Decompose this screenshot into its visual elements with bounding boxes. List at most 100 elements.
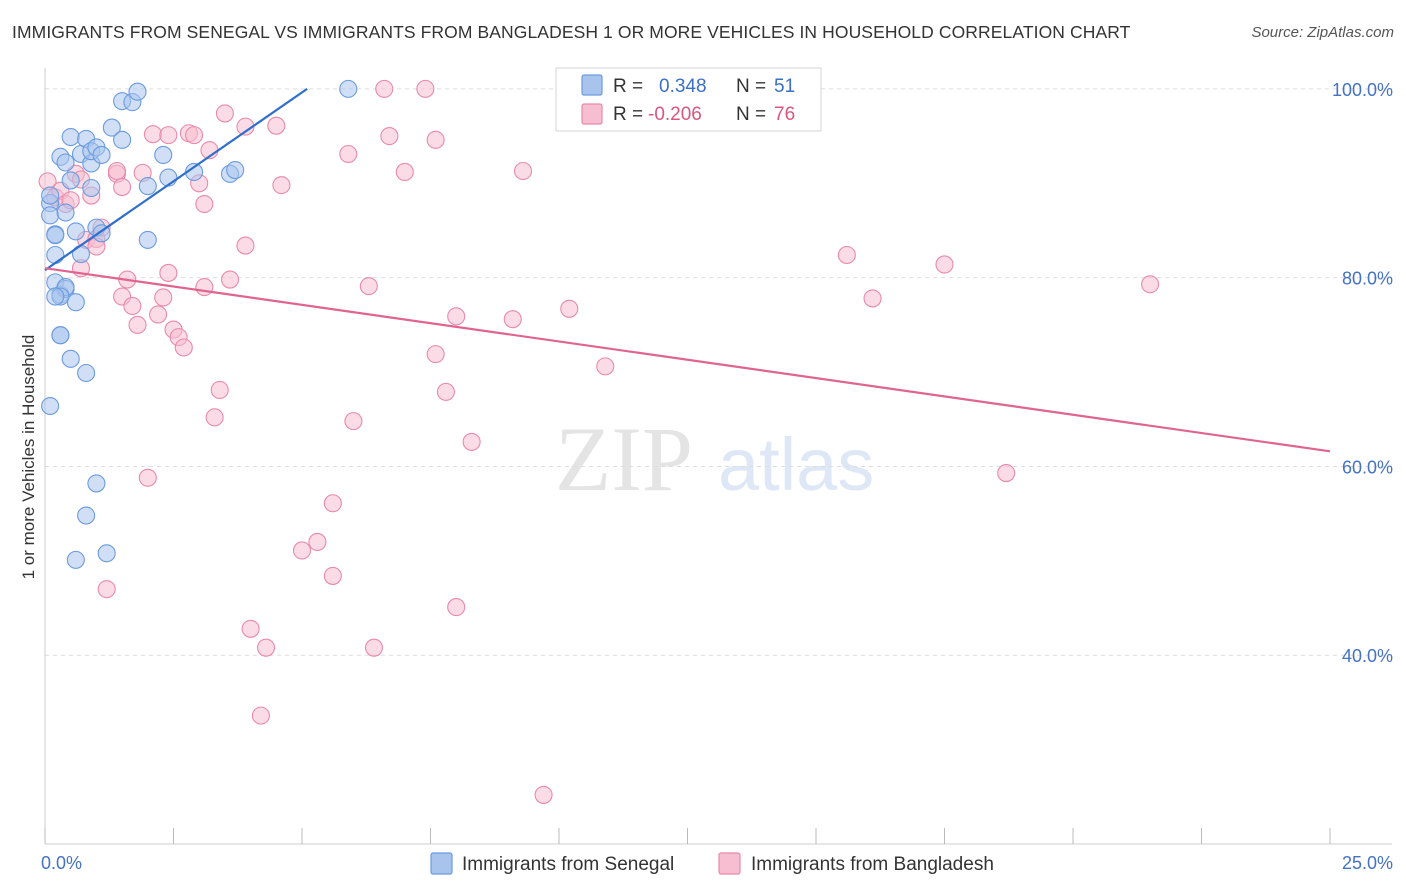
bangladesh-point-44 — [256, 638, 276, 657]
y-tick-label-1: 60.0% — [1342, 457, 1393, 477]
legend-r-label-bangladesh: R = — [613, 104, 643, 125]
bangladesh-point-29 — [174, 338, 193, 357]
bangladesh-point-73 — [997, 463, 1016, 483]
bangladesh-point-46 — [272, 176, 291, 195]
bangladesh-point-58 — [416, 79, 435, 98]
bangladesh-point-24 — [154, 288, 173, 307]
bangladesh-point-34 — [195, 194, 214, 214]
bangladesh-point-61 — [436, 382, 455, 401]
bangladesh-point-52 — [344, 412, 363, 431]
senegal-point-45 — [226, 161, 245, 180]
bangladesh-point-38 — [215, 104, 234, 123]
bangladesh-point-54 — [364, 638, 384, 657]
bangladesh-point-18 — [123, 296, 142, 316]
senegal-point-49 — [66, 550, 85, 569]
senegal-point-15 — [61, 127, 80, 147]
legend-n-value-bangladesh: 76 — [774, 104, 795, 125]
stats-legend: R = 0.348 N = 51 R = -0.206 N = 76 — [555, 67, 822, 132]
y-tick-labels: 40.0% 60.0% 80.0% 100.0% — [1332, 80, 1393, 666]
bangladesh-point-12 — [97, 580, 116, 599]
legend-swatch-bangladesh — [581, 103, 603, 125]
senegal-point-35 — [113, 130, 132, 149]
legend-n-label-senegal: N = — [736, 76, 766, 97]
bangladesh-point-41 — [236, 236, 255, 255]
senegal-point-16 — [61, 349, 80, 368]
senegal-point-17 — [61, 171, 80, 190]
bangladesh-point-25 — [159, 263, 178, 282]
bangladesh-point-69 — [596, 357, 615, 376]
senegal-point-26 — [82, 178, 101, 198]
bangladesh-point-64 — [462, 432, 481, 451]
senegal-point-50 — [46, 287, 65, 306]
watermark-atlas: atlas — [718, 423, 874, 506]
legend-swatch-senegal — [581, 74, 603, 96]
legend-n-label-bangladesh: N = — [736, 104, 766, 125]
y-axis-title: 1 or more Vehicles in Household — [19, 335, 38, 580]
senegal-point-34 — [102, 118, 121, 137]
bangladesh-point-51 — [339, 144, 358, 164]
bangladesh-point-68 — [560, 299, 579, 318]
bangladesh-point-59 — [426, 130, 445, 149]
bangladesh-point-71 — [863, 289, 882, 308]
bangladesh-point-47 — [292, 541, 312, 560]
senegal-point-46 — [339, 79, 358, 98]
bangladesh-point-66 — [513, 161, 533, 181]
bangladesh-point-70 — [837, 245, 856, 265]
bangladesh-point-19 — [128, 315, 147, 334]
senegal-point-40 — [138, 230, 157, 249]
bangladesh-point-36 — [205, 408, 224, 427]
bangladesh-point-48 — [308, 532, 327, 552]
legend-r-value-bangladesh: -0.206 — [648, 104, 702, 125]
bangladesh-point-45 — [267, 116, 286, 135]
senegal-point-23 — [77, 506, 96, 525]
trend-lines — [44, 87, 1331, 453]
senegal-point-41 — [154, 145, 173, 165]
senegal-point-18 — [66, 222, 85, 241]
bangladesh-point-53 — [359, 277, 378, 296]
senegal-point-48 — [56, 203, 75, 222]
series-legend-swatch-bangladesh — [718, 852, 741, 875]
x-tick-label-1: 25.0% — [1342, 853, 1393, 873]
senegal-point-3 — [41, 206, 60, 225]
x-tick-label-0: 0.0% — [41, 853, 82, 873]
bangladesh-point-14 — [107, 161, 127, 181]
bangladesh-point-67 — [534, 785, 553, 804]
senegal-point-14 — [56, 153, 75, 172]
bangladesh-point-60 — [426, 345, 445, 364]
bangladesh-point-21 — [138, 468, 157, 487]
senegal-point-38 — [128, 82, 147, 101]
bangladesh-trend-line — [44, 267, 1331, 453]
series-legend-label-bangladesh: Immigrants from Bangladesh — [751, 854, 994, 875]
senegal-points — [41, 79, 358, 569]
senegal-point-30 — [87, 474, 106, 493]
bangladesh-point-56 — [380, 127, 399, 146]
x-tick-labels: 0.0% 25.0% — [41, 853, 1393, 873]
bangladesh-point-23 — [149, 305, 168, 324]
y-tick-label-2: 80.0% — [1342, 269, 1393, 289]
y-tick-label-3: 100.0% — [1332, 80, 1393, 100]
gridlines — [45, 88, 1392, 656]
bangladesh-point-72 — [935, 255, 954, 274]
bangladesh-point-33 — [195, 278, 214, 297]
legend-r-label-senegal: R = — [613, 76, 643, 97]
bangladesh-point-43 — [251, 706, 270, 725]
senegal-point-6 — [46, 226, 65, 245]
senegal-point-19 — [66, 293, 85, 312]
watermark-zip: ZIP — [555, 408, 693, 510]
senegal-point-4 — [46, 245, 65, 265]
bangladesh-point-42 — [241, 619, 260, 638]
chart-title: IMMIGRANTS FROM SENEGAL VS IMMIGRANTS FR… — [12, 22, 1131, 42]
bangladesh-point-65 — [503, 310, 522, 329]
watermark: ZIP atlas — [555, 408, 874, 510]
series-legend-swatch-senegal — [430, 852, 453, 875]
senegal-trend-line — [44, 87, 308, 272]
bangladesh-point-31 — [185, 126, 204, 145]
y-tick-label-0: 40.0% — [1342, 646, 1393, 666]
source-credit: Source: ZipAtlas.com — [1251, 24, 1394, 41]
bangladesh-point-74 — [1141, 275, 1160, 294]
senegal-point-9 — [51, 326, 70, 345]
senegal-point-39 — [138, 177, 157, 196]
bangladesh-point-55 — [375, 79, 394, 98]
bangladesh-point-37 — [210, 380, 229, 400]
senegal-point-22 — [77, 363, 96, 383]
